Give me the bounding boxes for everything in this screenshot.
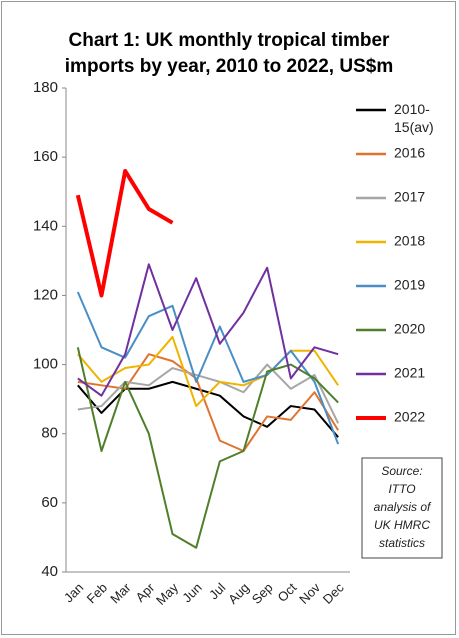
y-tick-label: 100	[33, 356, 58, 373]
source-line: UK HMRC	[374, 518, 430, 532]
legend-label: 2022	[394, 409, 425, 425]
source-line: statistics	[379, 536, 425, 550]
legend-label: 2020	[394, 321, 425, 337]
source-line: ITTO	[388, 482, 415, 496]
x-tick-label: Nov	[296, 580, 323, 607]
series-line	[75, 168, 174, 298]
y-tick-label: 120	[33, 286, 58, 303]
series-line	[77, 353, 340, 452]
legend-label: 2010- 15(av)	[394, 101, 434, 135]
series-line	[77, 363, 340, 424]
series-line	[76, 291, 340, 445]
legend-label: 2017	[394, 189, 425, 205]
source-line: analysis of	[374, 500, 432, 514]
legend-label: 2021	[394, 365, 425, 381]
legend-label: 2018	[394, 233, 425, 249]
x-tick-label: May	[153, 580, 181, 608]
legend-label-line: 15(av)	[394, 119, 434, 135]
series-line	[76, 347, 339, 549]
y-tick-label: 160	[33, 148, 58, 165]
x-tick-label: Feb	[84, 580, 110, 606]
y-tick-label: 60	[41, 494, 58, 511]
y-tick-label: 40	[41, 563, 58, 580]
source-line: Source:	[381, 464, 422, 478]
x-tick-label: Jul	[206, 580, 228, 602]
legend-label-line: 2010-	[394, 101, 430, 117]
series-line	[77, 335, 339, 408]
x-tick-label: Aug	[225, 580, 252, 607]
y-tick-label: 140	[33, 217, 58, 234]
x-tick-label: Jun	[179, 580, 204, 605]
x-tick-label: Oct	[274, 580, 299, 605]
series-line	[77, 263, 339, 397]
x-tick-label: Mar	[107, 579, 134, 606]
source-box	[361, 457, 443, 559]
legend-label: 2019	[394, 277, 425, 293]
source-note: Source: ITTO analysis of UK HMRC statistics	[361, 457, 443, 559]
x-tick-label: Dec	[320, 580, 347, 607]
x-tick-label: Apr	[132, 579, 157, 604]
legend-label: 2016	[394, 145, 425, 161]
chart-title: Chart 1: UK monthly tropical timber impo…	[64, 30, 394, 77]
y-tick-label: 80	[41, 425, 58, 442]
x-tick-label: Sep	[249, 580, 276, 607]
x-tick-label: Jan	[61, 580, 86, 605]
y-tick-label: 180	[33, 79, 58, 96]
